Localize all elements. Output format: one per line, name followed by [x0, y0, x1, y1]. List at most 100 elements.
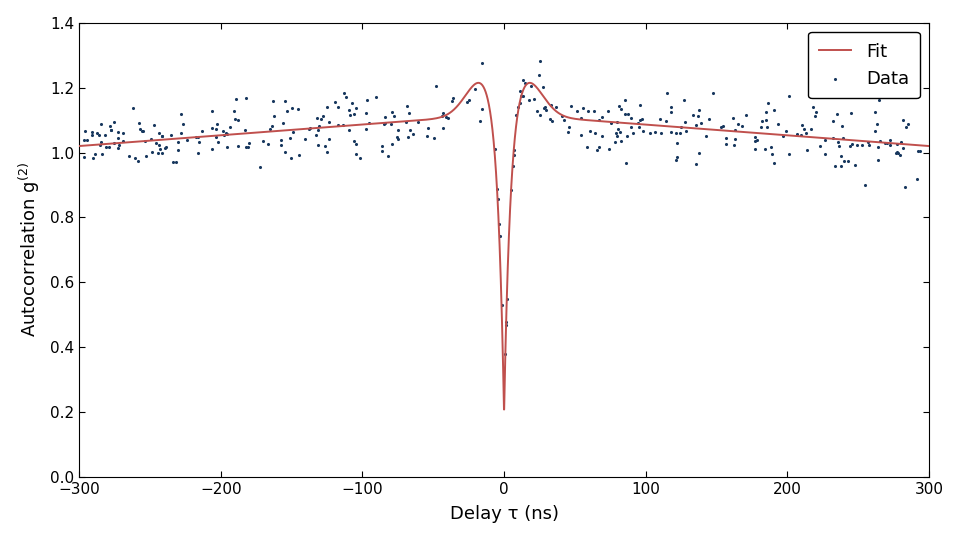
Data: [669, 153, 684, 161]
Data: [688, 160, 704, 168]
Data: [283, 153, 299, 162]
Data: [535, 82, 550, 91]
Data: [238, 142, 253, 151]
Fit: [398, 118, 410, 125]
Data: [843, 109, 858, 117]
Data: [204, 123, 220, 132]
Data: [713, 123, 729, 132]
Data: [399, 102, 415, 110]
Data: [147, 120, 162, 129]
Data: [302, 124, 318, 132]
Data: [659, 117, 674, 126]
Data: [868, 107, 883, 116]
Data: [152, 129, 167, 138]
Data: [110, 144, 126, 152]
Data: [276, 118, 291, 127]
Data: [854, 141, 870, 150]
Data: [548, 103, 564, 111]
Data: [264, 122, 279, 130]
Data: [610, 117, 625, 126]
Data: [731, 119, 746, 128]
Data: [255, 137, 271, 145]
Data: [210, 138, 226, 146]
Data: [561, 128, 576, 137]
Data: [828, 162, 843, 171]
Data: [841, 157, 856, 165]
Data: [426, 134, 442, 143]
Data: [543, 101, 559, 110]
Data: [314, 115, 329, 124]
Data: [188, 133, 204, 142]
Data: [217, 131, 232, 139]
Data: [444, 97, 460, 105]
Data: [626, 129, 641, 138]
Data: [220, 130, 235, 139]
Data: [612, 127, 628, 136]
Data: [301, 124, 317, 133]
Data: [241, 139, 256, 147]
Data: [126, 104, 141, 112]
Data: [230, 116, 246, 124]
Data: [817, 150, 832, 159]
Data: [527, 95, 542, 104]
Data: [227, 106, 242, 115]
Data: [757, 144, 773, 153]
Data: [877, 138, 893, 147]
Data: [826, 117, 841, 125]
Data: [346, 137, 361, 145]
Data: [701, 115, 716, 124]
Data: [620, 110, 636, 118]
Data: [601, 145, 616, 153]
Data: [377, 112, 393, 121]
Data: [660, 88, 675, 97]
Data: [860, 138, 876, 147]
Data: [80, 136, 95, 145]
Data: [668, 129, 684, 138]
Data: [121, 151, 136, 160]
Data: [494, 300, 510, 309]
Data: [591, 143, 607, 152]
Fit: [708, 126, 719, 133]
Data: [138, 151, 154, 160]
Fit: [498, 406, 510, 413]
Data: [898, 183, 913, 192]
Data: [789, 130, 804, 138]
Data: [318, 141, 333, 150]
Data: [669, 139, 684, 147]
Data: [400, 133, 416, 141]
Data: [315, 112, 330, 120]
Data: [359, 109, 374, 117]
Data: [111, 141, 127, 150]
Data: [889, 140, 904, 149]
Data: [152, 145, 167, 153]
Data: [361, 119, 376, 127]
Data: [781, 150, 797, 158]
Data: [685, 110, 701, 119]
Data: [781, 91, 797, 100]
Data: [285, 127, 300, 136]
Data: [836, 156, 852, 165]
Fit: [626, 120, 637, 127]
Data: [149, 138, 164, 147]
Data: [612, 102, 627, 111]
Data: [107, 139, 122, 147]
Data: [672, 129, 687, 137]
Data: [642, 129, 658, 137]
Data: [758, 107, 774, 116]
Data: [569, 106, 585, 115]
Data: [542, 115, 558, 124]
Data: [228, 95, 244, 104]
Data: [843, 141, 858, 150]
X-axis label: Delay τ (ns): Delay τ (ns): [449, 505, 559, 523]
Data: [115, 129, 131, 137]
Data: [617, 110, 633, 119]
Data: [360, 96, 375, 104]
Data: [747, 137, 762, 145]
Data: [84, 127, 99, 136]
Data: [812, 141, 828, 150]
Data: [102, 122, 117, 130]
Data: [461, 96, 476, 105]
Data: [573, 131, 588, 140]
Data: [603, 119, 618, 127]
Data: [727, 126, 742, 134]
